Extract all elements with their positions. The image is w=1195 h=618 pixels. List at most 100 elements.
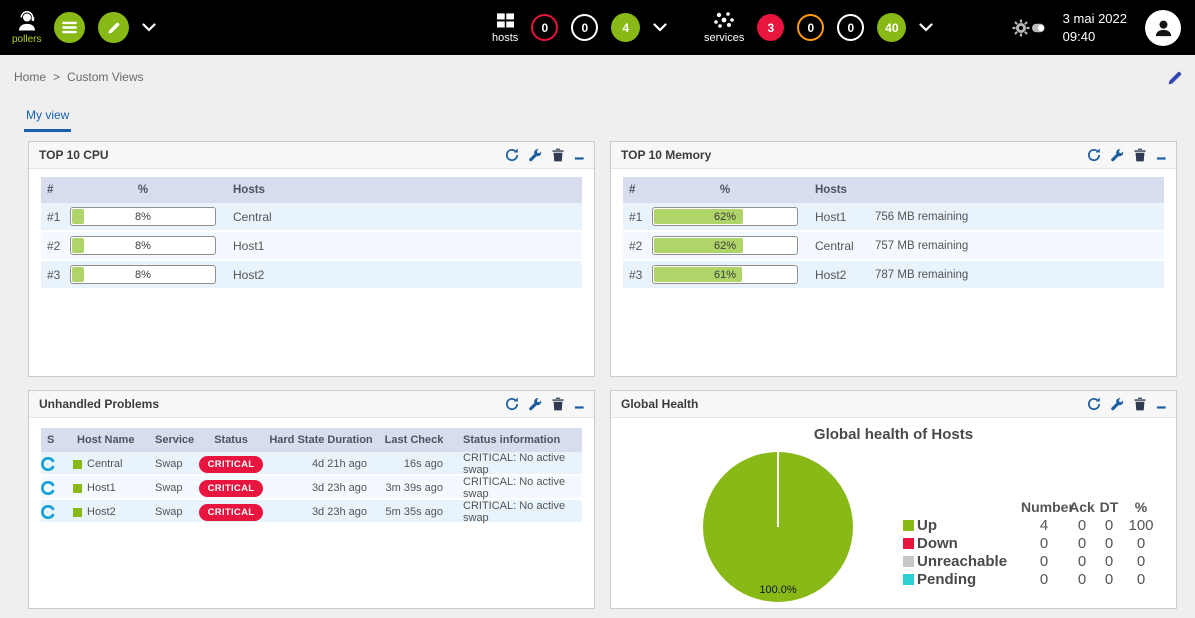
down-color-square-icon xyxy=(903,537,914,549)
configure-wrench-icon[interactable] xyxy=(1111,398,1124,411)
hosts-health-pie-chart: 100.0% xyxy=(703,452,853,602)
minimize-icon[interactable] xyxy=(1156,398,1167,410)
legend-label: Up xyxy=(917,516,937,534)
minimize-icon[interactable] xyxy=(574,398,585,410)
panel-title: Global Health xyxy=(621,397,699,411)
col-percent: % xyxy=(137,184,149,196)
settings-toggle-icon[interactable] xyxy=(1011,18,1045,38)
services-critical-badge[interactable]: 3 xyxy=(757,14,785,41)
col-status-info: Status information xyxy=(463,434,561,446)
refresh-icon[interactable] xyxy=(505,148,519,162)
host-name-link[interactable]: Host1 xyxy=(87,482,116,494)
edit-view-button[interactable] xyxy=(1167,70,1183,86)
configure-wrench-icon[interactable] xyxy=(529,398,542,411)
refresh-icon[interactable] xyxy=(1087,148,1101,162)
delete-trash-icon[interactable] xyxy=(1134,397,1146,411)
chart-title: Global health of Hosts xyxy=(813,426,974,443)
hosts-menu[interactable]: hosts xyxy=(492,12,518,44)
problem-row: Host2 Swap CRITICAL 3d 23h ago 5m 35s ag… xyxy=(41,500,582,524)
panel-header: Global Health xyxy=(611,391,1176,418)
legend-pct: 0 xyxy=(1136,570,1146,588)
host-name: Host2 xyxy=(233,267,265,282)
tab-my-view[interactable]: My view xyxy=(24,108,72,132)
panel-header: Unhandled Problems xyxy=(29,391,594,418)
memory-remaining: 787 MB remaining xyxy=(875,268,969,281)
pie-percentage-label: 100.0% xyxy=(759,584,797,596)
cpu-progress-bar: 8% xyxy=(70,207,216,226)
poller-configuration-button[interactable] xyxy=(98,12,130,43)
pollers-menu[interactable]: pollers xyxy=(12,10,41,45)
host-name: Central xyxy=(233,209,272,224)
minimize-icon[interactable] xyxy=(1156,149,1167,161)
last-check: 5m 35s ago xyxy=(385,506,443,518)
service-name[interactable]: Swap xyxy=(155,506,183,518)
services-warning-badge[interactable]: 0 xyxy=(797,14,825,41)
services-chevron-down-icon[interactable] xyxy=(919,23,933,32)
refresh-icon[interactable] xyxy=(505,397,519,411)
poller-list-button[interactable] xyxy=(54,12,86,43)
configure-wrench-icon[interactable] xyxy=(1111,149,1124,162)
hosts-up-badge[interactable]: 4 xyxy=(611,13,641,42)
host-name-link[interactable]: Central xyxy=(87,458,123,470)
col-last-check: Last Check xyxy=(384,434,444,446)
legend-ack: 0 xyxy=(1077,552,1087,570)
memory-row: #1 62% Host1 756 MB remaining xyxy=(623,203,1164,232)
edit-pencil-icon xyxy=(1167,70,1183,86)
pencil-icon xyxy=(107,21,121,35)
legend-dt: 0 xyxy=(1104,516,1114,534)
refresh-icon[interactable] xyxy=(1087,397,1101,411)
services-group: services 3 0 0 40 xyxy=(704,0,933,55)
user-avatar[interactable] xyxy=(1145,9,1181,46)
panel-header: TOP 10 CPU xyxy=(29,142,594,169)
date-label: 3 mai 2022 xyxy=(1062,10,1127,26)
delete-trash-icon[interactable] xyxy=(552,397,564,411)
breadcrumb-home[interactable]: Home xyxy=(14,70,47,84)
problem-row: Central Swap CRITICAL 4d 21h ago 16s ago… xyxy=(41,452,582,476)
services-ok-badge[interactable]: 40 xyxy=(877,13,907,42)
progress-fill xyxy=(72,267,84,282)
host-name: Central xyxy=(815,238,854,253)
breadcrumb-current[interactable]: Custom Views xyxy=(67,70,144,84)
legend-label: Down xyxy=(917,534,958,552)
legend-col-dt: DT xyxy=(1099,499,1119,515)
progress-fill xyxy=(654,267,742,282)
minimize-icon[interactable] xyxy=(574,149,585,161)
status-information: CRITICAL: No active swap xyxy=(463,500,566,524)
hosts-down-badge[interactable]: 0 xyxy=(531,14,559,41)
cpu-table: # % Hosts #1 8% Central #2 8% Host1 #3 8… xyxy=(41,177,582,290)
col-hosts: Hosts xyxy=(233,184,265,196)
progress-fill xyxy=(72,209,84,224)
legend-number: 0 xyxy=(1039,534,1049,552)
host-name-link[interactable]: Host2 xyxy=(87,506,116,518)
memory-progress-bar: 61% xyxy=(652,265,798,284)
rank: #2 xyxy=(629,238,643,253)
host-up-square-icon xyxy=(73,483,82,493)
problems-table: S Host Name Service Status Hard State Du… xyxy=(41,428,582,524)
col-hosts: Hosts xyxy=(815,184,847,196)
memory-row: #2 62% Central 757 MB remaining xyxy=(623,232,1164,261)
service-name[interactable]: Swap xyxy=(155,482,183,494)
memory-remaining: 757 MB remaining xyxy=(875,239,969,252)
status-information: CRITICAL: No active swap xyxy=(463,452,566,476)
services-menu[interactable]: services xyxy=(704,11,744,44)
panel-title: TOP 10 Memory xyxy=(621,148,712,162)
legend-header: Number Ack DT % xyxy=(903,498,1161,516)
legend-number: 4 xyxy=(1039,516,1049,534)
panel-header: TOP 10 Memory xyxy=(611,142,1176,169)
services-unknown-badge[interactable]: 0 xyxy=(837,14,865,41)
delete-trash-icon[interactable] xyxy=(552,148,564,162)
configure-wrench-icon[interactable] xyxy=(529,149,542,162)
list-icon xyxy=(62,21,77,34)
legend-row: Down 0 0 0 0 xyxy=(903,534,1161,552)
hosts-chevron-down-icon[interactable] xyxy=(653,23,667,32)
status-badge: CRITICAL xyxy=(198,455,264,473)
progress-label: 8% xyxy=(135,239,151,252)
service-name[interactable]: Swap xyxy=(155,458,183,470)
memory-row: #3 61% Host2 787 MB remaining xyxy=(623,261,1164,290)
panel-top10-cpu: TOP 10 CPU # % Hosts #1 8% Central #2 8%… xyxy=(28,141,595,377)
hosts-unreachable-badge[interactable]: 0 xyxy=(571,14,599,41)
delete-trash-icon[interactable] xyxy=(1134,148,1146,162)
pending-color-square-icon xyxy=(903,573,914,585)
cpu-row: #3 8% Host2 xyxy=(41,261,582,290)
pollers-chevron-down-icon[interactable] xyxy=(142,23,156,32)
